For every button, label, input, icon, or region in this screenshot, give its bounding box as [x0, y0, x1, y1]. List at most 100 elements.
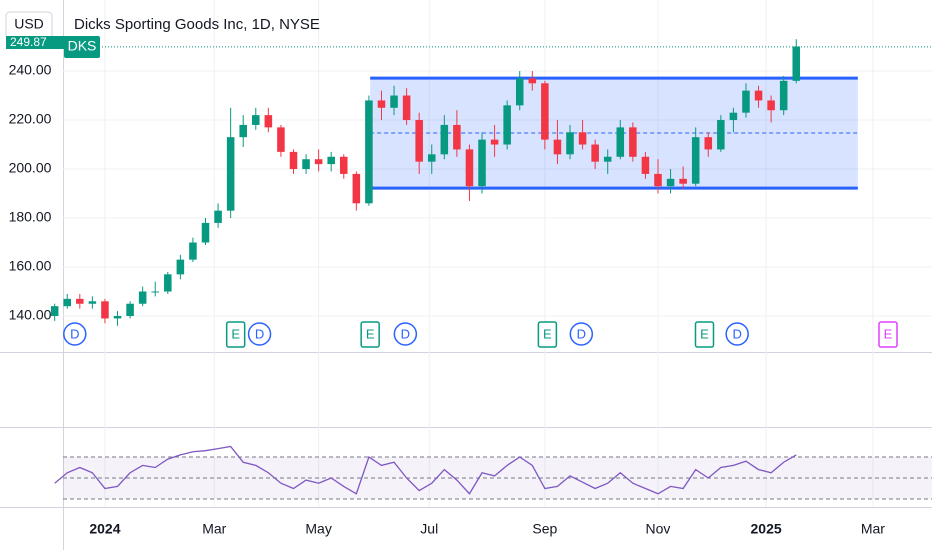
- candle-body: [151, 291, 159, 293]
- dividend-marker: [569, 322, 594, 346]
- candle-body: [427, 154, 436, 162]
- candle-body: [352, 173, 361, 204]
- dividend-marker: [725, 322, 749, 346]
- ticker-badge: [64, 36, 100, 58]
- candle-body: [339, 156, 348, 174]
- candle-body: [327, 156, 335, 165]
- grid: [63, 0, 932, 507]
- labels: USD Dicks Sporting Goods Inc, 1D, NYSE 2…: [5, 11, 893, 537]
- x-tick-label: 2025: [751, 521, 782, 537]
- candle-body: [691, 137, 700, 184]
- candle-body: [792, 46, 801, 81]
- candle-body: [478, 139, 486, 187]
- candle-body: [138, 291, 147, 304]
- candle-body: [717, 120, 725, 150]
- y-tick-label: 140.00: [9, 307, 52, 323]
- candle-body: [402, 95, 411, 121]
- candle-body: [591, 144, 599, 162]
- event-label: E: [884, 326, 893, 341]
- candle-body: [50, 306, 59, 316]
- y-tick-label: 220.00: [9, 111, 52, 127]
- x-tick-label: Jul: [420, 521, 438, 537]
- candle-body: [553, 139, 562, 155]
- overlay: [63, 46, 932, 348]
- x-tick-label: Sep: [532, 521, 557, 537]
- candle-body: [779, 80, 788, 111]
- candle-body: [164, 274, 172, 292]
- x-tick-label: Mar: [202, 521, 226, 537]
- candle-body: [377, 100, 386, 108]
- candle-body: [767, 100, 775, 111]
- event-label: D: [255, 326, 264, 341]
- candle-body: [113, 315, 122, 319]
- candle-body: [616, 127, 625, 157]
- earnings-marker: [225, 321, 246, 348]
- event-label: E: [366, 326, 375, 341]
- y-tick-label: 160.00: [9, 258, 52, 274]
- x-tick-label: Mar: [861, 521, 885, 537]
- currency[interactable]: USD: [14, 16, 44, 32]
- event-label: D: [577, 326, 586, 341]
- candle-body: [603, 156, 612, 162]
- event-label: E: [543, 326, 552, 341]
- event-label: D: [401, 326, 410, 341]
- event-label: E: [700, 326, 709, 341]
- event-label: D: [70, 326, 79, 341]
- candle-body: [189, 242, 197, 260]
- candle-body: [440, 124, 449, 155]
- candle-body: [528, 78, 537, 84]
- dividend-marker: [63, 322, 87, 346]
- event-label: D: [732, 326, 741, 341]
- x-tick-label: May: [305, 521, 331, 537]
- candle-body: [390, 95, 398, 108]
- candle-body: [629, 127, 637, 157]
- candle-body: [365, 100, 373, 204]
- earnings-marker: [878, 321, 898, 348]
- candle-body: [541, 83, 549, 140]
- candle-body: [176, 259, 185, 275]
- candle-body: [729, 112, 738, 121]
- candle-body: [415, 120, 423, 162]
- earnings-marker: [537, 321, 558, 348]
- candle-body: [277, 127, 285, 152]
- candle-body: [654, 173, 662, 187]
- candle-body: [679, 178, 687, 184]
- x-tick-label: 2024: [89, 521, 120, 537]
- marks: [50, 39, 801, 495]
- candle-body: [754, 90, 763, 101]
- candle-body: [704, 137, 713, 150]
- candle-body: [264, 115, 273, 128]
- candle-body: [578, 132, 587, 145]
- candle-body: [88, 301, 97, 304]
- rsi-line: [54, 445, 797, 495]
- price-badge: [6, 36, 66, 49]
- candle-body: [76, 298, 84, 304]
- candle-body: [126, 303, 134, 316]
- dividend-marker: [247, 322, 272, 346]
- candle-body: [465, 149, 474, 187]
- y-tick-label: 200.00: [9, 160, 52, 176]
- candle-body: [63, 298, 72, 307]
- candle-body: [214, 210, 222, 223]
- candle-body: [453, 124, 461, 150]
- event-label: E: [231, 326, 240, 341]
- candle-body: [201, 222, 210, 243]
- earnings-marker: [360, 321, 380, 348]
- candle-body: [742, 90, 750, 113]
- candle-body: [302, 159, 310, 170]
- earnings-marker: [694, 321, 715, 348]
- candle-body: [314, 159, 323, 165]
- dividend-marker: [393, 322, 418, 346]
- x-tick-label: Nov: [646, 521, 671, 537]
- candle-body: [666, 178, 675, 187]
- candle-body: [252, 115, 260, 125]
- candle-body: [641, 156, 650, 174]
- candle-body: [490, 139, 499, 145]
- y-tick-label: 240.00: [9, 62, 52, 78]
- candle-body: [515, 78, 524, 106]
- candle-body: [239, 124, 247, 138]
- candle-body: [289, 151, 298, 170]
- candle-body: [503, 105, 511, 145]
